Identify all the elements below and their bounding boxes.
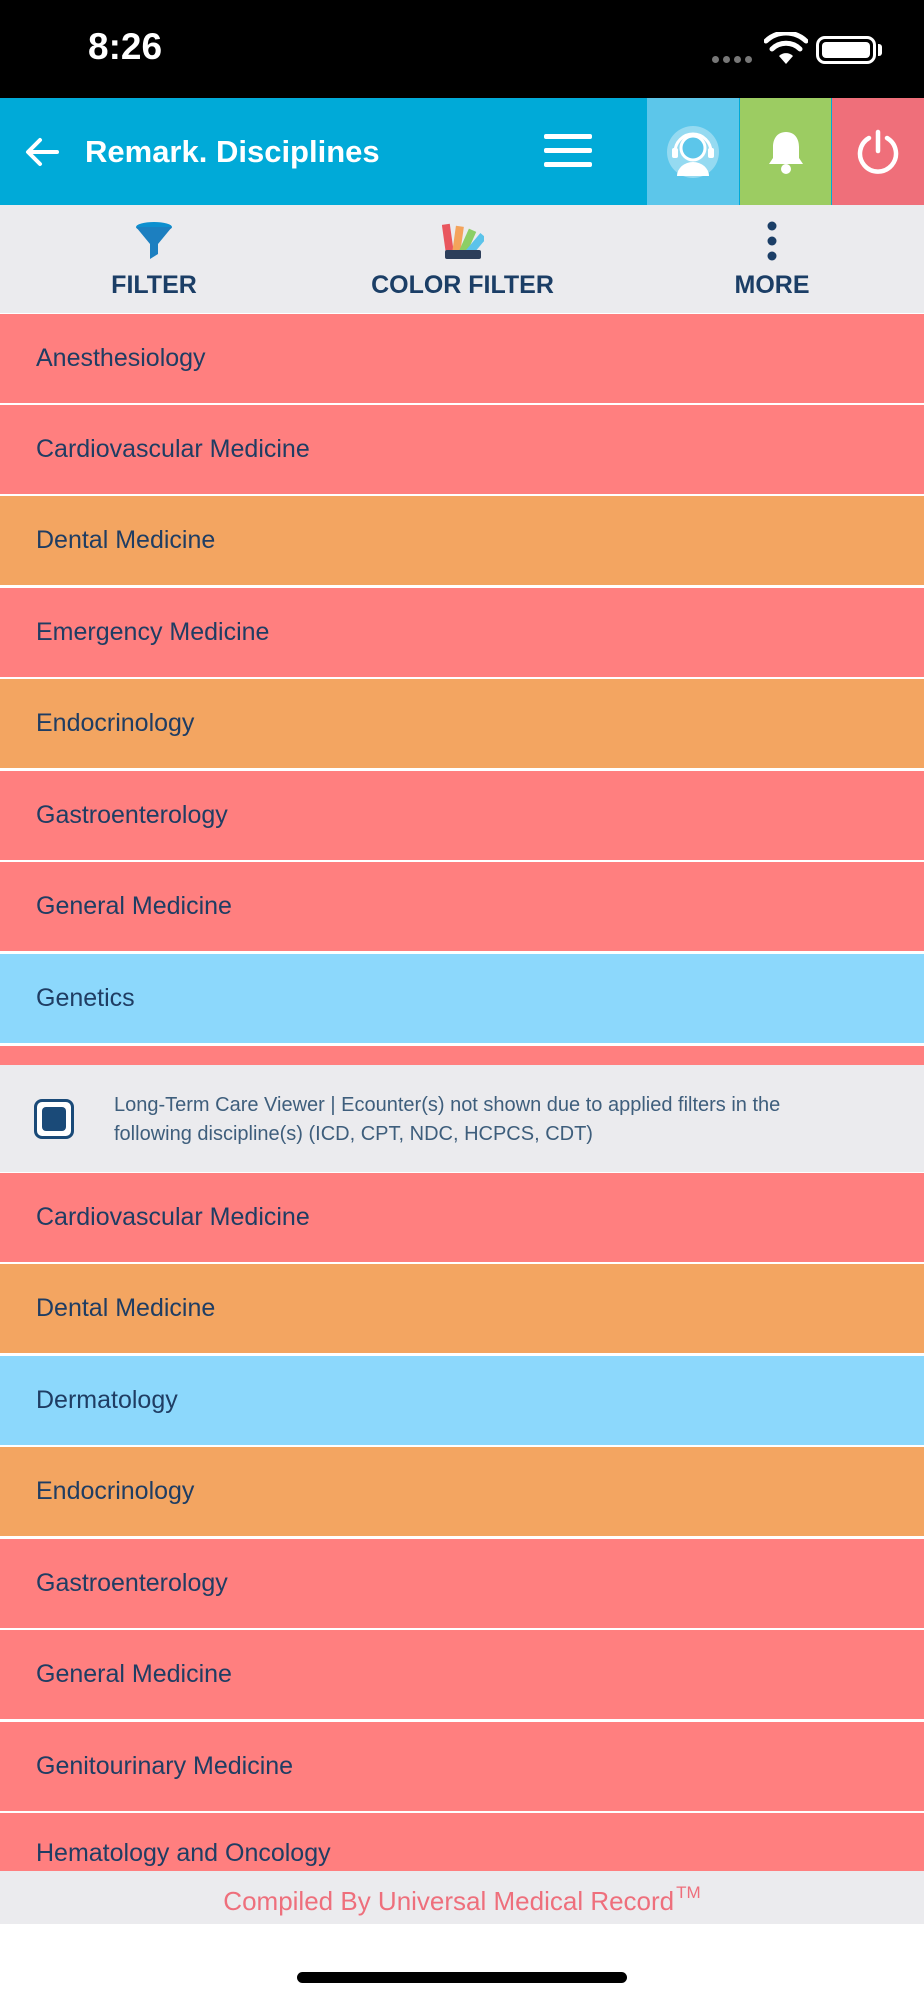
- wifi-icon: [764, 32, 808, 64]
- footer-text: Compiled By Universal Medical Record TM: [223, 1883, 700, 1917]
- discipline-label: Gastroenterology: [36, 1569, 228, 1597]
- discipline-row[interactable]: Dental Medicine: [0, 496, 924, 585]
- toolbar: FILTER COLOR FILTER MORE: [0, 205, 924, 313]
- status-time: 8:26: [88, 26, 163, 67]
- cellular-signal-icon: [712, 56, 756, 64]
- discipline-label: Dermatology: [36, 1386, 178, 1414]
- filter-label: FILTER: [111, 271, 197, 299]
- battery-icon: [816, 36, 876, 64]
- support-agent-icon: [667, 125, 719, 178]
- filtered-discipline-row[interactable]: Cardiovascular Medicine: [0, 1173, 924, 1262]
- discipline-row[interactable]: General Medicine: [0, 862, 924, 951]
- discipline-label: Dental Medicine: [36, 1294, 216, 1322]
- partial-row-divider: [0, 1046, 924, 1065]
- notifications-button[interactable]: [740, 98, 831, 205]
- viewer-banner: Long-Term Care Viewer | Ecounter(s) not …: [0, 1065, 924, 1172]
- discipline-label: Dental Medicine: [36, 526, 216, 554]
- more-vertical-icon: [767, 221, 777, 261]
- arrow-left-icon: [26, 138, 59, 166]
- color-filter-label: COLOR FILTER: [371, 271, 554, 299]
- filtered-discipline-row[interactable]: General Medicine: [0, 1630, 924, 1719]
- filtered-discipline-row[interactable]: Genitourinary Medicine: [0, 1722, 924, 1811]
- menu-line: [544, 162, 592, 167]
- filtered-discipline-row[interactable]: Hematology and Oncology: [0, 1813, 924, 1871]
- menu-line: [544, 134, 592, 139]
- filtered-discipline-row[interactable]: Endocrinology: [0, 1447, 924, 1536]
- discipline-row[interactable]: Cardiovascular Medicine: [0, 405, 924, 494]
- discipline-row[interactable]: Endocrinology: [0, 679, 924, 768]
- color-swatch-icon: [441, 223, 484, 259]
- discipline-label: Emergency Medicine: [36, 618, 270, 646]
- trademark-mark: TM: [676, 1883, 701, 1902]
- power-icon: [857, 129, 899, 174]
- discipline-label: Endocrinology: [36, 709, 195, 737]
- viewer-checkbox[interactable]: [34, 1099, 74, 1139]
- discipline-row[interactable]: Gastroenterology: [0, 771, 924, 860]
- app-header: Remark. Disciplines: [0, 98, 924, 205]
- more-label: MORE: [734, 271, 810, 299]
- discipline-label: Genetics: [36, 984, 135, 1012]
- hamburger-menu-button[interactable]: [544, 132, 594, 172]
- support-button[interactable]: [647, 98, 739, 205]
- discipline-label: Hematology and Oncology: [36, 1839, 331, 1867]
- bell-icon: [768, 131, 803, 174]
- color-filter-button[interactable]: COLOR FILTER: [360, 205, 565, 313]
- filtered-discipline-row[interactable]: Dermatology: [0, 1356, 924, 1445]
- discipline-label: General Medicine: [36, 892, 232, 920]
- status-bar: 8:26: [0, 0, 924, 98]
- filter-button[interactable]: FILTER: [80, 205, 228, 313]
- viewer-description: Long-Term Care Viewer | Ecounter(s) not …: [114, 1094, 781, 1145]
- discipline-row[interactable]: Genetics: [0, 954, 924, 1043]
- discipline-label: Anesthesiology: [36, 344, 206, 372]
- back-button[interactable]: [20, 130, 64, 174]
- discipline-label: Cardiovascular Medicine: [36, 435, 310, 463]
- discipline-label: Gastroenterology: [36, 801, 228, 829]
- discipline-label: Genitourinary Medicine: [36, 1752, 294, 1780]
- discipline-label: Endocrinology: [36, 1477, 195, 1505]
- home-indicator[interactable]: [297, 1972, 627, 1983]
- funnel-icon: [136, 222, 172, 259]
- page-title: Remark. Disciplines: [85, 134, 380, 169]
- discipline-row[interactable]: Emergency Medicine: [0, 588, 924, 677]
- footer: Compiled By Universal Medical Record TM: [0, 1871, 924, 1924]
- footer-compiled-by: Compiled By Universal Medical Record: [223, 1886, 675, 1916]
- logout-button[interactable]: [832, 98, 924, 205]
- filtered-discipline-row[interactable]: Gastroenterology: [0, 1539, 924, 1628]
- discipline-label: General Medicine: [36, 1660, 232, 1688]
- battery-tip: [878, 44, 882, 56]
- more-button[interactable]: MORE: [700, 205, 844, 313]
- filtered-discipline-row[interactable]: Dental Medicine: [0, 1264, 924, 1353]
- discipline-label: Cardiovascular Medicine: [36, 1203, 310, 1231]
- discipline-row[interactable]: Anesthesiology: [0, 314, 924, 403]
- menu-line: [544, 148, 592, 153]
